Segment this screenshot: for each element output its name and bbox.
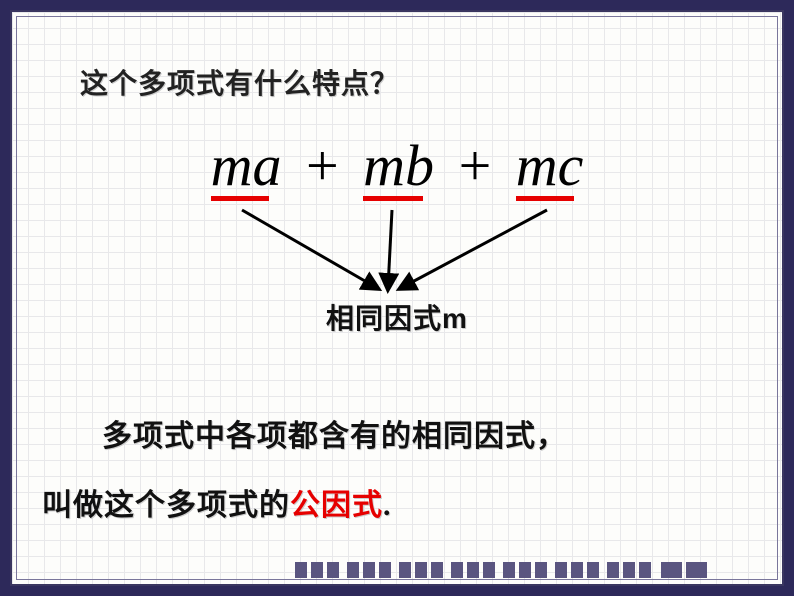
formula: ma + mb + mc <box>211 132 584 199</box>
term3-text: mc <box>516 133 584 198</box>
definition-text: 多项式中各项都含有的相同因式， 叫做这个多项式的公因式. <box>42 402 752 540</box>
def-highlight: 公因式 <box>290 489 383 522</box>
slide-frame: 这个多项式有什么特点？ ma + mb + mc <box>10 10 784 586</box>
term-mc: mc <box>516 132 584 199</box>
term-ma: ma <box>211 132 282 199</box>
formula-container: ma + mb + mc <box>12 132 782 199</box>
def-line2-suffix: . <box>383 489 392 522</box>
arrows-diagram <box>187 200 617 310</box>
bottom-decoration <box>295 562 707 578</box>
cf-prefix: 相同因式 <box>326 304 442 335</box>
plus-2: + <box>459 133 492 198</box>
plus-1: + <box>306 133 339 198</box>
term-mb: mb <box>363 132 434 199</box>
common-factor-label: 相同因式m <box>12 297 782 337</box>
cf-var: m <box>442 303 468 334</box>
def-line1: 多项式中各项都含有的相同因式， <box>42 402 752 471</box>
question-text: 这个多项式有什么特点？ <box>80 62 399 102</box>
def-line2-prefix: 叫做这个多项式的 <box>42 489 290 522</box>
term2-text: mb <box>363 133 434 198</box>
term1-text: ma <box>211 133 282 198</box>
